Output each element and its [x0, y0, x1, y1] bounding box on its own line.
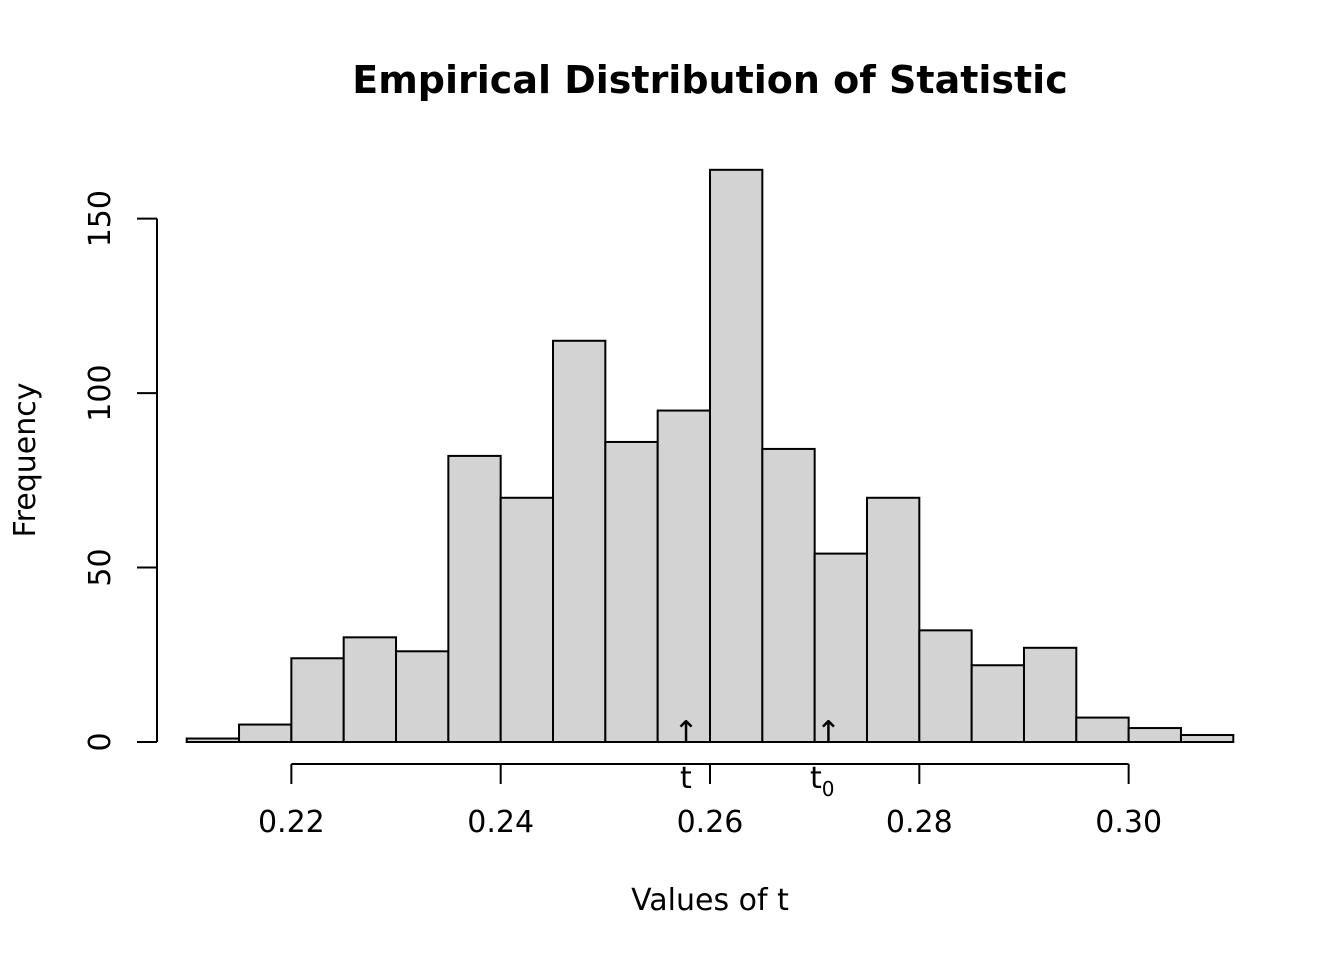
x-axis: 0.22 0.24 0.26 0.28 0.30: [258, 763, 1162, 840]
histogram-bar: [1075, 716, 1130, 743]
histogram-bar: [395, 650, 450, 743]
x-tick-label: 0.24: [467, 805, 534, 840]
marker-arrow: ↑: [673, 715, 698, 750]
histogram-bar: [813, 552, 868, 743]
histogram-bar: [709, 168, 764, 744]
x-tick-label: 0.22: [258, 805, 325, 840]
histogram-bar: [552, 339, 607, 743]
histogram-bar: [918, 629, 973, 743]
marker-label: t0: [810, 761, 835, 801]
value-markers: ↑ t ↑ t0: [673, 715, 840, 801]
histogram-bar: [290, 657, 345, 743]
histogram-bar: [656, 409, 712, 743]
histogram-bar: [970, 664, 1025, 743]
y-tick-label: 150: [83, 190, 118, 247]
y-axis-label: Frequency: [8, 383, 43, 538]
x-tick-label: 0.30: [1095, 805, 1162, 840]
histogram-bar: [865, 496, 921, 743]
histogram-bar: [499, 496, 555, 743]
marker-arrow: ↑: [816, 715, 841, 750]
histogram-bar: [342, 636, 398, 743]
histogram-bar: [761, 447, 816, 743]
x-tick-label: 0.28: [886, 805, 953, 840]
y-tick-label: 50: [83, 548, 118, 586]
histogram-bar: [604, 440, 659, 743]
histogram-bar: [1179, 734, 1235, 743]
y-tick-label: 100: [83, 364, 118, 421]
histogram-bar: [185, 737, 241, 743]
y-tick-label: 0: [83, 732, 118, 751]
histogram-bar: [1127, 727, 1182, 743]
histogram-bar: [447, 454, 502, 743]
chart-title: Empirical Distribution of Statistic: [352, 58, 1068, 102]
histogram-bar: [1022, 646, 1078, 743]
x-axis-label: Values of t: [631, 883, 789, 918]
x-tick-label: 0.26: [677, 805, 744, 840]
y-axis: 0 50 100 150: [83, 190, 158, 752]
marker-label: t: [680, 761, 692, 796]
histogram-bars: [185, 168, 1235, 744]
histogram-bar: [238, 723, 293, 743]
